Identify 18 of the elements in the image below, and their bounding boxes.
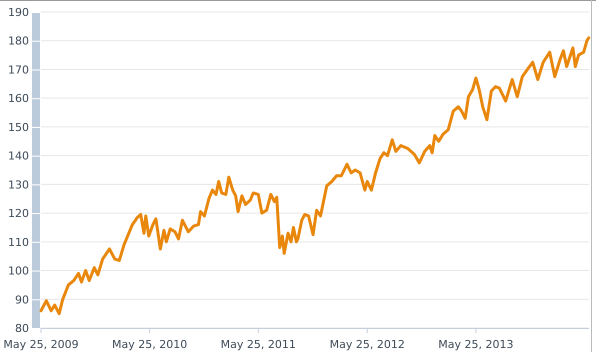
y-tick-label: 150 bbox=[8, 120, 29, 134]
y-tick-label: 190 bbox=[8, 6, 29, 19]
y-tick-label: 140 bbox=[8, 150, 29, 163]
y-tick-label: 110 bbox=[8, 236, 29, 249]
y-tick-label: 120 bbox=[8, 207, 29, 220]
line-series bbox=[40, 36, 590, 316]
x-tick-label: May 25, 2013 bbox=[438, 338, 514, 351]
x-tick-label: May 25, 2010 bbox=[112, 338, 188, 351]
y-tick-label: 130 bbox=[8, 178, 29, 192]
y-tick-label: 100 bbox=[8, 264, 29, 278]
y-tick-label: 80 bbox=[15, 322, 29, 335]
y-tick-label: 90 bbox=[15, 293, 29, 306]
x-tick-label: May 25, 2011 bbox=[220, 338, 296, 351]
y-tick-label: 170 bbox=[8, 63, 29, 76]
y-tick-label: 180 bbox=[8, 34, 29, 48]
y-tick-label: 160 bbox=[8, 92, 29, 106]
x-tick-label: May 25, 2012 bbox=[330, 338, 405, 351]
x-tick-label: May 25, 2009 bbox=[3, 338, 79, 351]
